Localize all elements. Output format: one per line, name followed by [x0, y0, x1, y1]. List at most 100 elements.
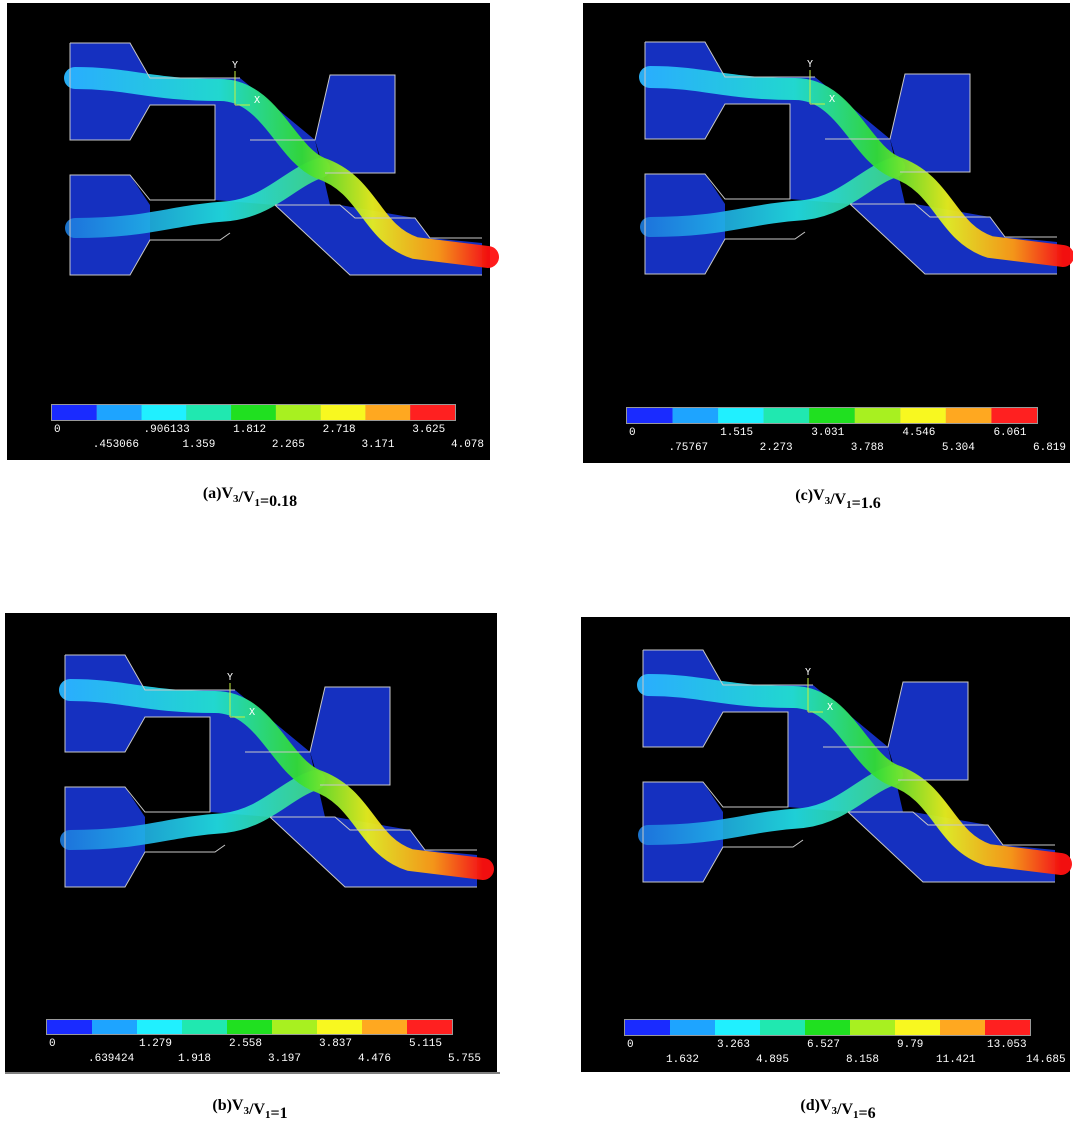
colorbar-label: 13.053	[987, 1039, 1027, 1051]
flow-region	[150, 78, 330, 205]
caption-part: /	[829, 491, 835, 508]
stream	[640, 157, 905, 237]
panel: YX0 1.279 2.558 3.837 5.115.639424 1.918 3.197…	[5, 613, 497, 1072]
caption-part: 1.6	[861, 495, 881, 512]
colorbar-band	[809, 408, 855, 423]
caption-part: 1	[853, 1109, 859, 1121]
flow-region	[70, 43, 150, 140]
caption-part: (a)	[203, 485, 222, 502]
colorbar-label: 6.819	[1033, 442, 1066, 454]
stream	[65, 158, 330, 238]
caption-part: V	[835, 491, 847, 508]
flow-region	[145, 690, 325, 817]
colorbar-band	[940, 1020, 985, 1035]
stream	[64, 67, 499, 268]
colorbar-label: 3.031	[811, 427, 844, 439]
caption-part: V	[232, 1097, 244, 1114]
colorbar-band	[670, 1020, 715, 1035]
colorbar-label: 1.918	[178, 1053, 211, 1065]
colorbar-band	[672, 408, 719, 423]
colorbar-band	[47, 1020, 92, 1034]
stream	[60, 770, 325, 850]
colorbar-label: 4.476	[358, 1053, 391, 1065]
colorbar-band	[895, 1020, 940, 1035]
colorbar-label: 1.632	[666, 1054, 699, 1066]
colorbar-label: 2.558	[229, 1038, 262, 1050]
colorbar-label: 1.812	[233, 424, 266, 436]
caption-part: /	[248, 1101, 254, 1118]
colorbar-label: 6.061	[993, 427, 1026, 439]
colorbar-label: 2.273	[760, 442, 793, 454]
stream	[638, 765, 903, 845]
colorbar-label: 0	[629, 427, 636, 439]
caption-part: 1	[265, 1109, 271, 1121]
caption-part: =	[260, 493, 269, 510]
caption-part: (b)	[212, 1097, 232, 1114]
caption-part: V	[813, 487, 825, 504]
colorbar-label: 2.718	[323, 424, 356, 436]
caption: (c)V3/V1=1.6	[795, 487, 880, 512]
caption: (a)V3/V1=0.18	[203, 485, 297, 510]
colorbar-band	[760, 1020, 805, 1035]
colorbar-label: 8.158	[846, 1054, 879, 1066]
colorbar-band	[186, 405, 232, 420]
colorbar-label: 5.755	[448, 1053, 481, 1065]
colorbar-band	[182, 1020, 227, 1034]
caption-part: V	[253, 1101, 265, 1118]
caption-part: 3	[243, 1105, 249, 1117]
flow-region	[310, 687, 390, 785]
colorbar-label: .906133	[144, 424, 190, 436]
colorbar-band	[96, 405, 142, 420]
caption-part: 1	[846, 499, 852, 511]
colorbar-band	[900, 408, 946, 423]
caption-part: V	[243, 489, 255, 506]
colorbar-band	[715, 1020, 760, 1035]
colorbar-label: .453066	[93, 439, 139, 451]
axis-label: Y	[227, 672, 233, 683]
caption-part: V	[820, 1097, 832, 1114]
colorbar-band	[945, 408, 992, 423]
caption-part: 1	[255, 497, 261, 509]
colorbar-label: 1.359	[182, 439, 215, 451]
flow-region	[888, 682, 968, 780]
colorbar-band	[991, 408, 1037, 423]
colorbar-band	[365, 405, 411, 420]
colorbar-label: 9.79	[897, 1039, 923, 1051]
colorbar-band	[275, 405, 321, 420]
panel: YX0 1.515 3.031 4.546 6.061.75767 2.273 3.788 5…	[583, 3, 1073, 463]
colorbar-label: 14.685	[1026, 1054, 1066, 1066]
colorbar-band	[227, 1020, 272, 1034]
colorbar-label: 3.625	[412, 424, 445, 436]
colorbar-band	[854, 408, 901, 423]
colorbar-band	[272, 1020, 317, 1034]
colorbar-band	[362, 1020, 407, 1034]
colorbar-label: 4.895	[756, 1054, 789, 1066]
caption: (b)V3/V1=1	[212, 1097, 287, 1122]
caption-part: V	[841, 1101, 853, 1118]
caption-part: 6	[868, 1105, 876, 1122]
stream	[637, 674, 1072, 875]
domain-outline	[64, 654, 477, 888]
caption-part: =	[859, 1105, 868, 1122]
colorbar-label: 3.263	[717, 1039, 750, 1051]
caption-part: /	[238, 489, 244, 506]
domain-outline	[69, 42, 482, 276]
axis-label: Y	[232, 60, 238, 71]
colorbar-band	[985, 1020, 1030, 1035]
colorbar-label: 3.788	[851, 442, 884, 454]
flow-region	[65, 655, 145, 752]
caption-part: =	[852, 495, 861, 512]
caption-part: 0.18	[269, 493, 297, 510]
caption-part: 3	[831, 1105, 837, 1117]
domain-outline	[642, 649, 1055, 883]
axis-label: Y	[805, 667, 811, 678]
caption-part: (c)	[795, 487, 813, 504]
caption-part: 3	[233, 493, 239, 505]
colorbar-band	[850, 1020, 895, 1035]
colorbar-band	[805, 1020, 850, 1035]
flow-region	[643, 650, 723, 747]
colorbar-band	[625, 1020, 670, 1035]
axis-label: X	[829, 94, 835, 105]
flow-region	[645, 42, 725, 139]
